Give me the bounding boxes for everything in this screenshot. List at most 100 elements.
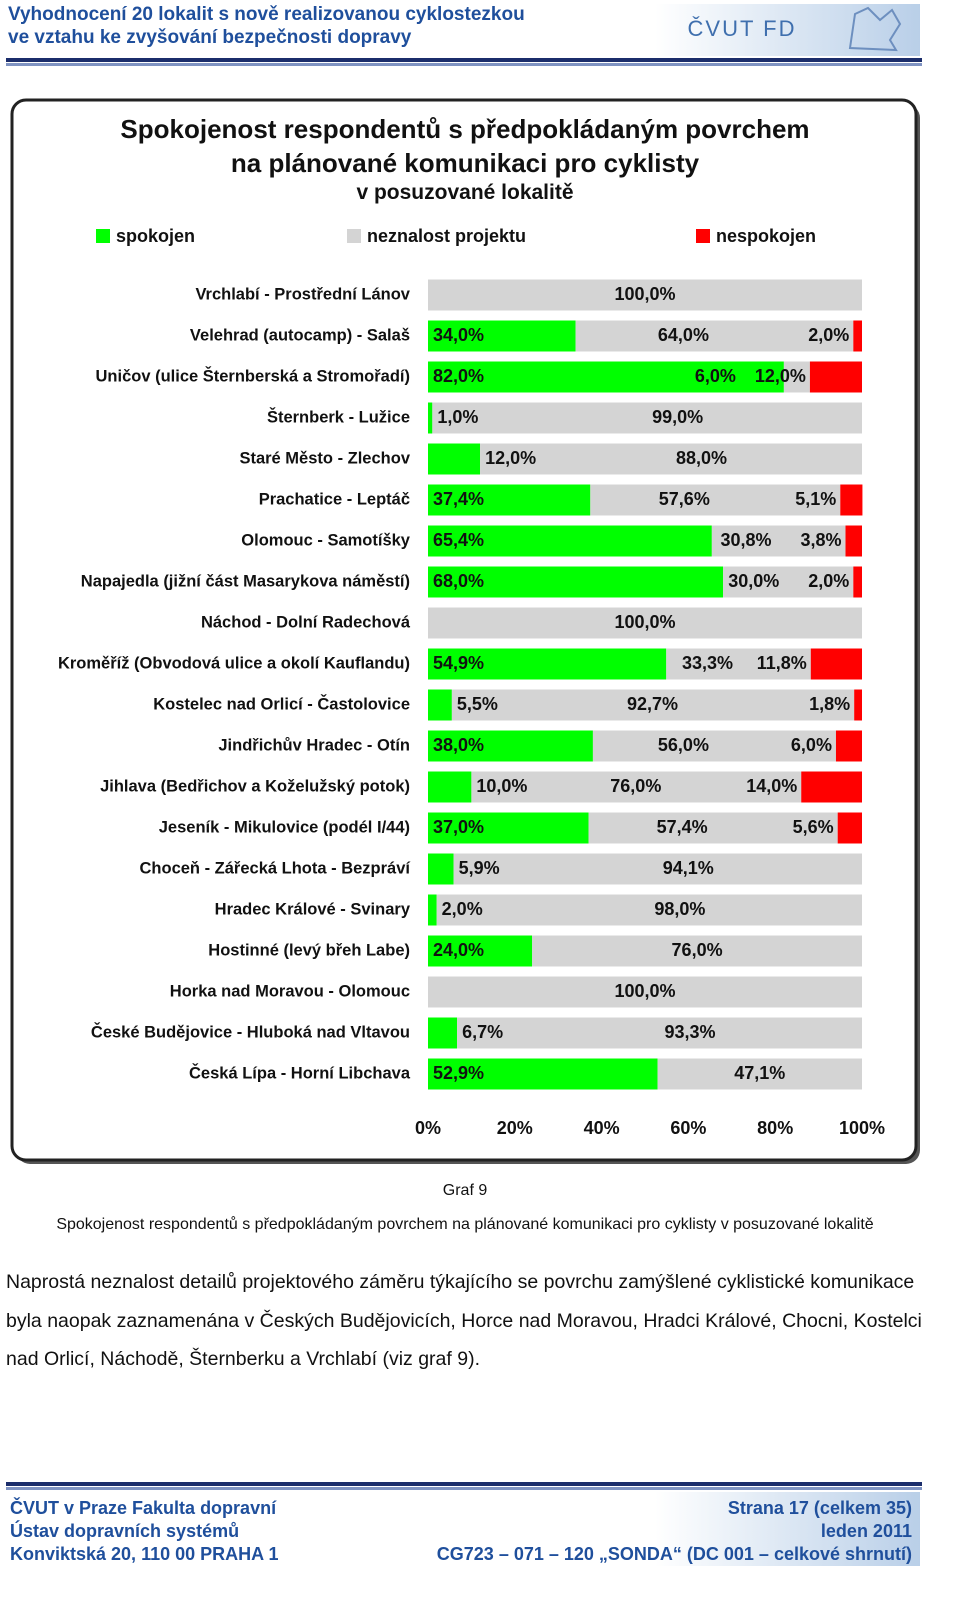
bar-segment: [592, 730, 836, 762]
value-label: 11,8%: [757, 653, 807, 673]
value-label: 47,1%: [734, 1063, 785, 1083]
bar-segment: [835, 730, 862, 762]
value-label: 12,0%: [485, 448, 536, 468]
category-label: Olomouc - Samotíšky: [241, 531, 411, 549]
paragraph: Naprostá neznalost detailů projektového …: [6, 1271, 922, 1370]
bar-segment: [532, 935, 862, 967]
logo-emblem: [848, 6, 902, 52]
footer-right: leden 2011: [821, 1521, 912, 1541]
bar-segment: [801, 771, 862, 803]
category-label: Prachatice - Leptáč: [259, 490, 410, 508]
bar-segment: [428, 689, 452, 721]
category-label: Hradec Králové - Svinary: [215, 900, 411, 918]
chart-subtitle: v posuzované lokalitě: [356, 181, 574, 204]
value-label: 1,0%: [437, 407, 478, 427]
bar-segment: [657, 1058, 862, 1090]
category-label: Jihlava (Bedřichov a Koželužský potok): [100, 777, 410, 795]
bar-segment: [428, 853, 454, 885]
category-label: Jindřichův Hradec - Otín: [218, 736, 410, 754]
value-label: 14,0%: [746, 776, 797, 796]
bar-segment: [428, 566, 724, 598]
category-label: Česká Lípa - Horní Libchava: [189, 1063, 411, 1082]
value-label: 5,9%: [459, 858, 500, 878]
bar-segment: [428, 525, 712, 557]
bar-segment: [428, 1017, 458, 1049]
bar-segment: [853, 566, 862, 598]
value-label: 38,0%: [433, 735, 484, 755]
logo-box: [655, 4, 920, 56]
footer-right: Strana 17 (celkem 35): [728, 1498, 912, 1518]
bar-segment: [432, 402, 862, 434]
category-label: Choceň - Zářecká Lhota - Bezpráví: [140, 859, 412, 877]
x-tick-label: 40%: [584, 1118, 620, 1138]
value-label: 24,0%: [433, 940, 484, 960]
value-label: 34,0%: [433, 325, 484, 345]
value-label: 6,0%: [791, 735, 832, 755]
footer-box: [655, 1492, 920, 1566]
category-label: Staré Město - Zlechov: [239, 449, 410, 467]
bar-segment: [840, 484, 863, 516]
legend-swatch: [347, 229, 361, 243]
value-label: 76,0%: [672, 940, 723, 960]
value-label: 1,8%: [809, 694, 850, 714]
value-label: 5,6%: [793, 817, 834, 837]
bar-segment: [711, 525, 846, 557]
footer-right: CG723 – 071 – 120 „SONDA“ (DC 001 – celk…: [437, 1544, 912, 1564]
value-label: 100,0%: [614, 284, 675, 304]
footer-rule: [6, 1482, 922, 1486]
bar-segment: [428, 812, 589, 844]
bar-segment: [453, 853, 862, 885]
category-label: Uničov (ulice Šternberská a Stromořadí): [95, 366, 410, 385]
bar-segment: [428, 771, 472, 803]
value-label: 94,1%: [663, 858, 714, 878]
value-label: 100,0%: [614, 981, 675, 1001]
value-label: 57,4%: [657, 817, 708, 837]
value-label: 30,8%: [720, 530, 771, 550]
bar-segment: [457, 1017, 862, 1049]
value-label: 10,0%: [476, 776, 527, 796]
bar-segment: [810, 648, 862, 680]
header-title: ve vztahu ke zvyšování bezpečnosti dopra…: [8, 27, 412, 48]
caption-text: Spokojenost respondentů s předpokládaným…: [56, 1216, 874, 1233]
value-label: 2,0%: [808, 571, 849, 591]
value-label: 37,0%: [433, 817, 484, 837]
category-label: Napajedla (jižní část Masarykova náměstí…: [81, 572, 410, 590]
x-tick-label: 100%: [839, 1118, 885, 1138]
caption-label: Graf 9: [442, 1182, 488, 1199]
value-label: 54,9%: [433, 653, 484, 673]
legend-label: spokojen: [116, 226, 195, 246]
bar-segment: [854, 689, 862, 721]
value-label: 99,0%: [652, 407, 703, 427]
category-label: Šternberk - Lužice: [267, 407, 410, 426]
x-tick-label: 20%: [497, 1118, 533, 1138]
bar-segment: [428, 894, 437, 926]
value-label: 88,0%: [676, 448, 727, 468]
value-label: 76,0%: [610, 776, 661, 796]
value-label: 5,1%: [795, 489, 836, 509]
footer-left: Konviktská 20, 110 00 PRAHA 1: [10, 1544, 278, 1564]
bar-segment: [837, 812, 862, 844]
bar-segment: [590, 484, 841, 516]
x-tick-label: 80%: [757, 1118, 793, 1138]
bar-segment: [588, 812, 838, 844]
category-label: České Budějovice - Hluboká nad Vltavou: [91, 1022, 410, 1041]
bar-segment: [428, 730, 593, 762]
value-label: 37,4%: [433, 489, 484, 509]
category-label: Hostinné (levý břeh Labe): [208, 941, 410, 959]
footer-rule: [6, 1487, 922, 1490]
bar-segment: [428, 648, 667, 680]
bar-segment: [575, 320, 854, 352]
value-label: 57,6%: [659, 489, 710, 509]
bar-segment: [480, 443, 862, 475]
chart: spokojen neznalost projektu nespokojen Vrch…: [58, 226, 885, 1138]
legend-swatch: [96, 229, 110, 243]
legend-swatch: [696, 229, 710, 243]
value-label: 56,0%: [658, 735, 709, 755]
category-label: Jeseník - Mikulovice (podél I/44): [159, 818, 410, 836]
value-label: 3,8%: [800, 530, 841, 550]
bar-segment: [723, 566, 854, 598]
value-label: 100,0%: [614, 612, 675, 632]
x-tick-label: 0%: [415, 1118, 441, 1138]
